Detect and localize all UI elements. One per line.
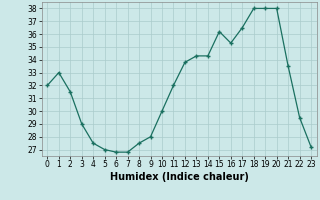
X-axis label: Humidex (Indice chaleur): Humidex (Indice chaleur) [110, 172, 249, 182]
